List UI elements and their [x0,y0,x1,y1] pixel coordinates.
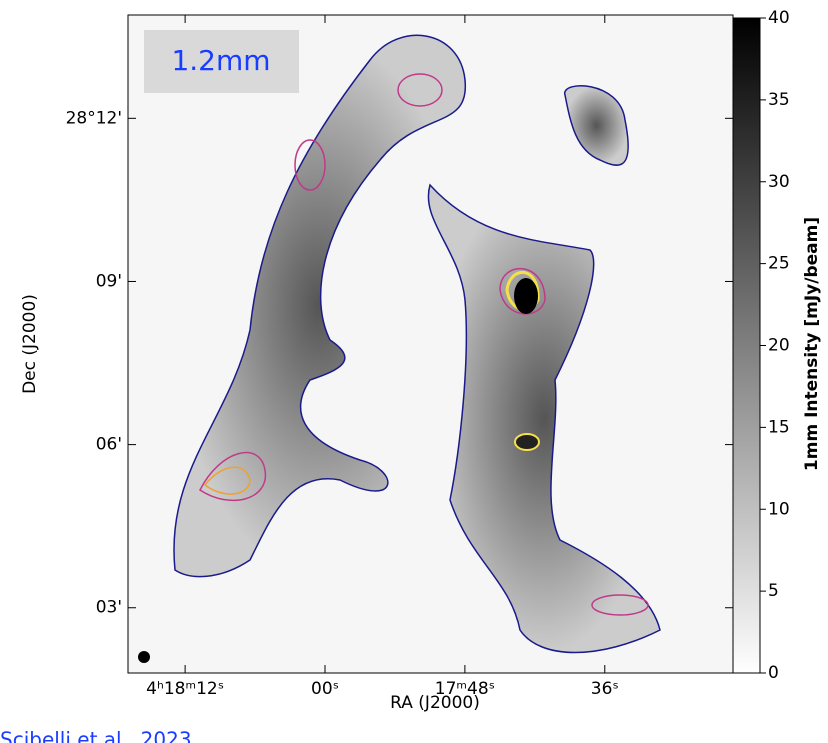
colorbar-tick-label: 0 [768,663,779,683]
x-tick-label: 4ʰ18ᵐ12ˢ [146,679,224,699]
y-tick-label: 28°12' [66,108,122,128]
colorbar-tick-label: 35 [768,90,790,110]
colorbar-tick-label: 5 [768,581,779,601]
emission-map [173,34,661,654]
inset-box [144,30,299,93]
beam [138,651,150,663]
inset-label: 1.2mm [171,44,270,77]
y-tick-label: 09' [96,271,122,291]
x-tick-label: 36ˢ [591,679,619,699]
contours [199,73,649,616]
colorbar-tick-label: 25 [768,254,790,274]
y-tick-label: 03' [96,598,122,618]
colorbar-tick-label: 30 [768,172,790,192]
colorbar-tick-label: 20 [768,336,790,356]
credit: Scibelli et al., 2023 [0,728,192,743]
colorbar-tick-label: 40 [768,8,790,28]
y-tick-label: 06' [96,435,122,455]
x-tick-label: 17ᵐ48ˢ [435,679,495,699]
y-axis-label: Dec (J2000) [20,294,40,394]
colorbar [732,17,761,674]
colorbar-label: 1mm Intensity [mJy/beam] [802,217,822,471]
colorbar-tick-label: 15 [768,417,790,437]
x-tick-label: 00ˢ [311,679,339,699]
colorbar-tick-label: 10 [768,499,790,519]
x-axis-label: RA (J2000) [390,693,480,713]
